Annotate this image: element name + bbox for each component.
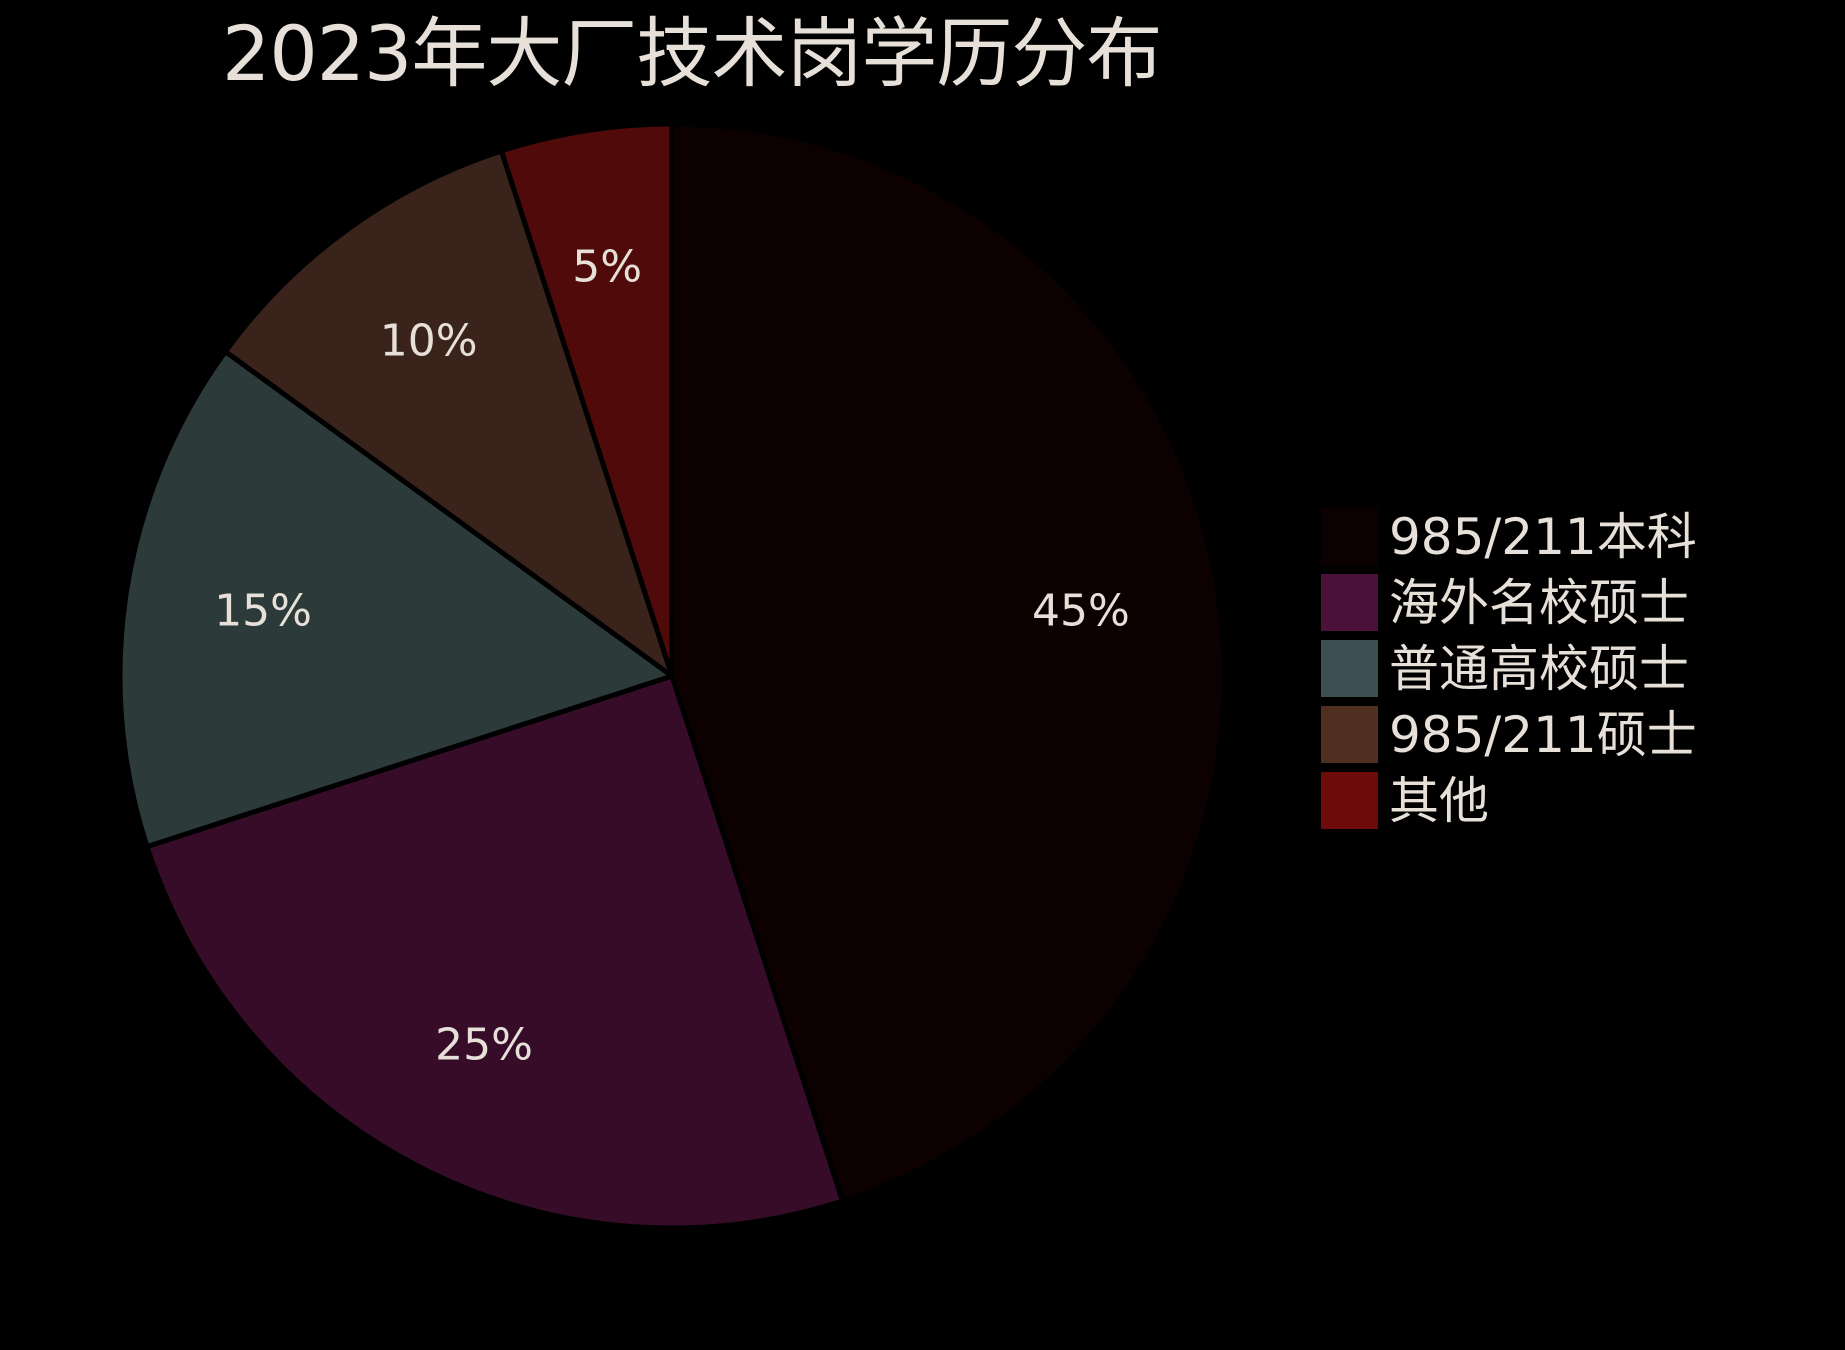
pie-slice [144, 673, 846, 1231]
legend-label: 海外名校硕士 [1389, 574, 1689, 632]
legend-item: 其他 [1321, 769, 1741, 835]
legend-swatch [1321, 706, 1378, 763]
legend-item: 普通高校硕士 [1321, 637, 1741, 703]
pie-slice [117, 349, 675, 850]
pie-slice [222, 148, 675, 679]
slice-value-label: 10% [380, 316, 478, 367]
pie-slice [498, 121, 675, 679]
slice-value-label: 15% [214, 586, 312, 637]
pie-slice [669, 121, 1227, 1204]
legend-label: 普通高校硕士 [1389, 640, 1689, 698]
legend-item: 985/211硕士 [1321, 703, 1741, 769]
legend-item: 海外名校硕士 [1321, 571, 1741, 637]
legend-item: 985/211本科 [1321, 505, 1741, 571]
legend-label: 985/211硕士 [1389, 706, 1697, 764]
slice-value-label: 45% [1032, 586, 1130, 637]
legend-swatch [1321, 772, 1378, 829]
legend-label: 985/211本科 [1389, 508, 1697, 566]
slice-value-label: 25% [435, 1019, 533, 1070]
chart-title: 2023年大厂技术岗学历分布 [222, 9, 1162, 98]
legend-swatch [1321, 508, 1378, 565]
legend: 985/211本科 海外名校硕士 普通高校硕士 985/211硕士 其他 [1321, 505, 1741, 835]
slice-value-label: 5% [572, 242, 642, 293]
legend-swatch [1321, 574, 1378, 631]
legend-swatch [1321, 640, 1378, 697]
legend-label: 其他 [1389, 772, 1489, 830]
